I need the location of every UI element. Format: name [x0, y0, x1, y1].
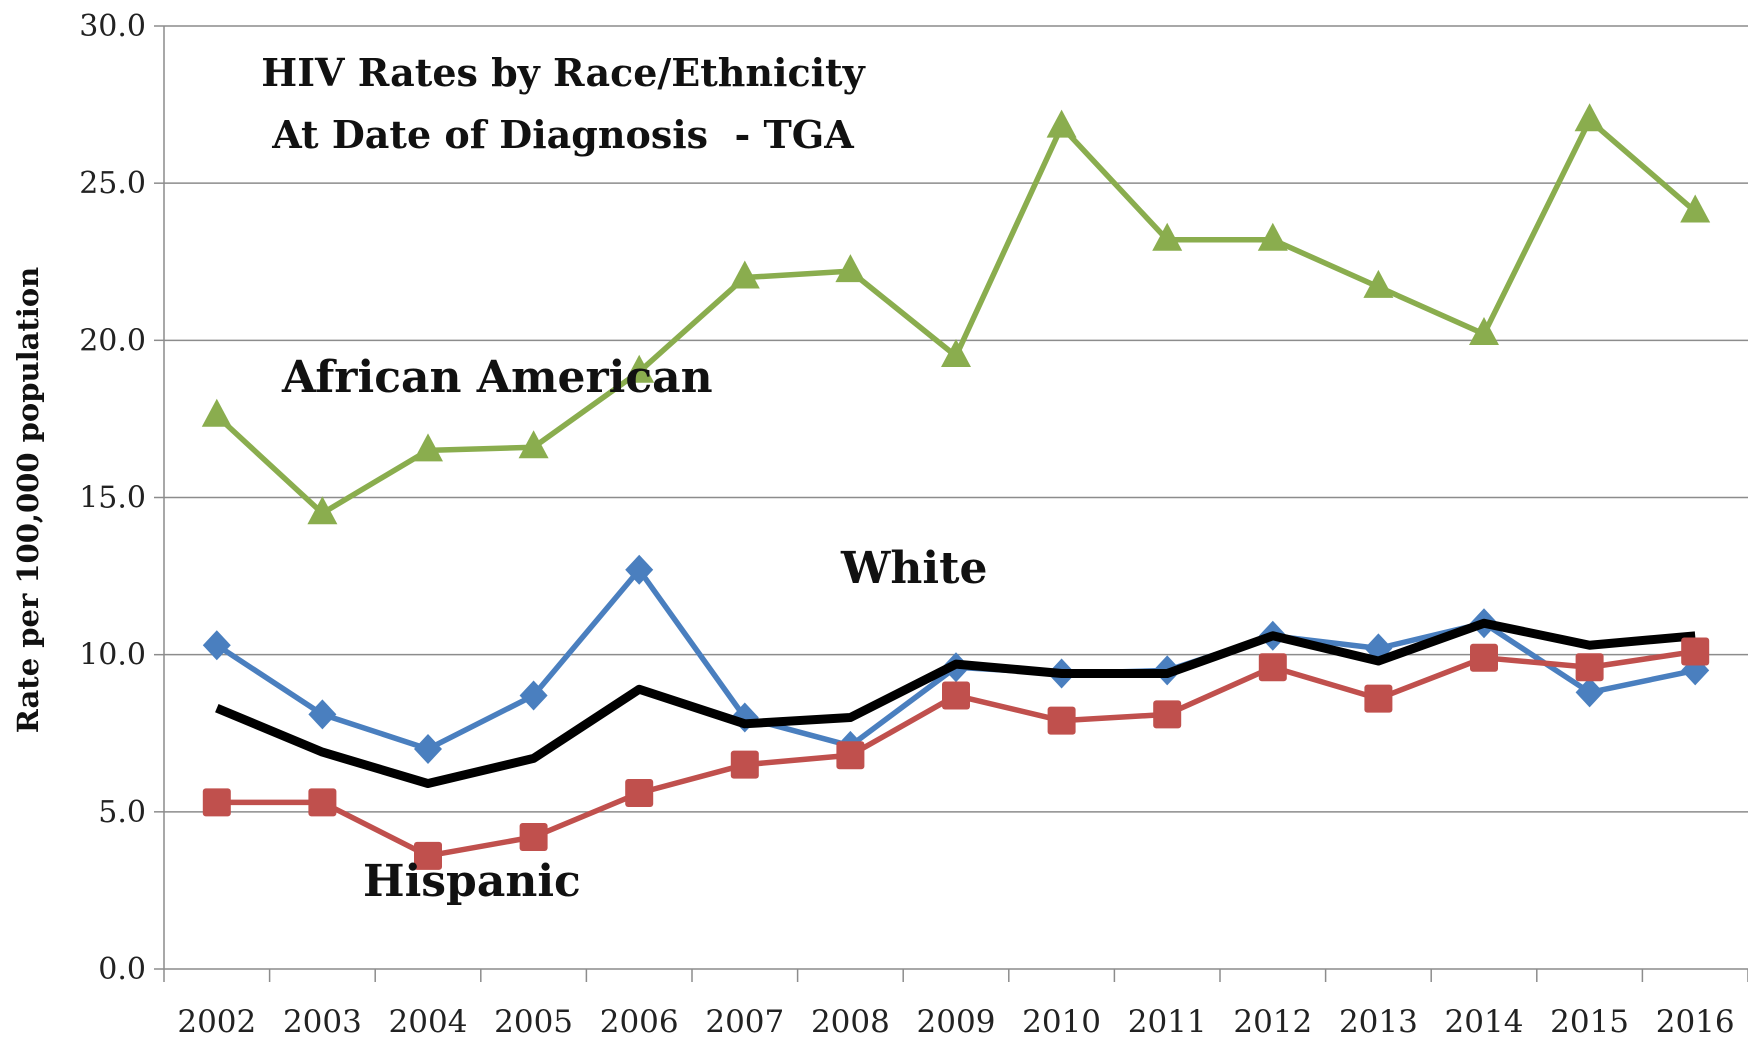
data-point-white — [625, 554, 654, 585]
data-point-hispanic — [414, 841, 442, 870]
data-point-hispanic — [942, 681, 970, 710]
annotation-hispanic: Hispanic — [363, 856, 581, 907]
x-tick-label: 2004 — [389, 1004, 468, 1040]
y-axis-label: Rate per 100,000 population — [11, 267, 45, 734]
x-tick-label: 2007 — [705, 1004, 784, 1040]
x-tick-label: 2002 — [177, 1004, 256, 1040]
data-point-hispanic — [730, 750, 759, 779]
series-layer — [201, 103, 1711, 870]
x-tick-label: 2011 — [1128, 1004, 1207, 1040]
data-point-african-american — [1680, 194, 1711, 223]
x-tick-label: 2005 — [494, 1004, 573, 1040]
data-point-african-american — [729, 260, 760, 289]
x-tick-label: 2016 — [1656, 1004, 1735, 1040]
data-point-hispanic — [519, 822, 548, 851]
data-point-white — [1575, 677, 1604, 708]
data-point-hispanic — [1575, 653, 1604, 682]
x-tick-label: 2008 — [811, 1004, 890, 1040]
data-point-african-american — [624, 354, 655, 383]
x-tick-label: 2010 — [1022, 1004, 1101, 1040]
annotation-white: White — [840, 543, 987, 594]
data-point-african-american — [1046, 109, 1077, 138]
y-tick-label: 10.0 — [79, 638, 146, 673]
data-point-white — [414, 733, 442, 764]
data-point-african-american — [201, 398, 232, 427]
gridlines — [164, 25, 1748, 813]
y-tick-label: 0.0 — [98, 952, 146, 987]
data-point-hispanic — [1258, 653, 1287, 682]
x-tick-label: 2003 — [283, 1004, 362, 1040]
y-tick-label: 15.0 — [79, 481, 146, 516]
data-point-african-american — [835, 254, 866, 283]
data-point-african-american — [1469, 317, 1499, 346]
data-point-hispanic — [836, 741, 865, 770]
y-tick-label: 20.0 — [79, 323, 146, 358]
series-line-total — [215, 618, 1696, 789]
x-tick-label: 2009 — [917, 1004, 996, 1040]
data-point-african-american — [941, 339, 971, 368]
annotation-african-american: African American — [281, 352, 713, 403]
y-tick-label: 5.0 — [98, 795, 146, 830]
data-point-hispanic — [1153, 700, 1182, 729]
data-point-hispanic — [1364, 684, 1393, 713]
data-point-african-american — [1152, 222, 1183, 251]
data-point-african-american — [413, 433, 443, 462]
data-point-hispanic — [308, 788, 337, 817]
y-tick-label: 30.0 — [79, 9, 146, 44]
x-tick-label: 2006 — [600, 1004, 679, 1040]
data-point-african-american — [1574, 103, 1605, 132]
y-tick-label: 25.0 — [79, 166, 146, 201]
x-tick-label: 2012 — [1233, 1004, 1312, 1040]
x-tick-label: 2014 — [1445, 1004, 1524, 1040]
data-point-hispanic — [625, 778, 654, 807]
x-tick-label: 2015 — [1550, 1004, 1629, 1040]
chart-title: HIV Rates by Race/Ethnicity — [261, 50, 865, 95]
data-point-hispanic — [202, 788, 231, 817]
axes: 0.0 5.0 10.0 15.0 20.0 25.0 30.0 2002 2003 2004 20… — [79, 9, 1748, 1040]
data-point-african-american — [1363, 269, 1394, 298]
data-point-white — [308, 699, 337, 730]
chart-subtitle: At Date of Diagnosis - TGA — [271, 112, 854, 157]
data-point-african-american — [307, 496, 338, 525]
data-point-hispanic — [1047, 706, 1076, 735]
data-point-hispanic — [1470, 643, 1498, 672]
data-point-african-american — [518, 430, 549, 459]
data-point-hispanic — [1681, 637, 1710, 666]
data-point-african-american — [1257, 222, 1288, 251]
data-point-white — [202, 630, 231, 661]
series-hispanic — [202, 637, 1710, 870]
data-point-white — [519, 680, 548, 711]
series-african-american — [201, 103, 1711, 525]
x-tick-label: 2013 — [1339, 1004, 1418, 1040]
series-total — [215, 618, 1696, 789]
